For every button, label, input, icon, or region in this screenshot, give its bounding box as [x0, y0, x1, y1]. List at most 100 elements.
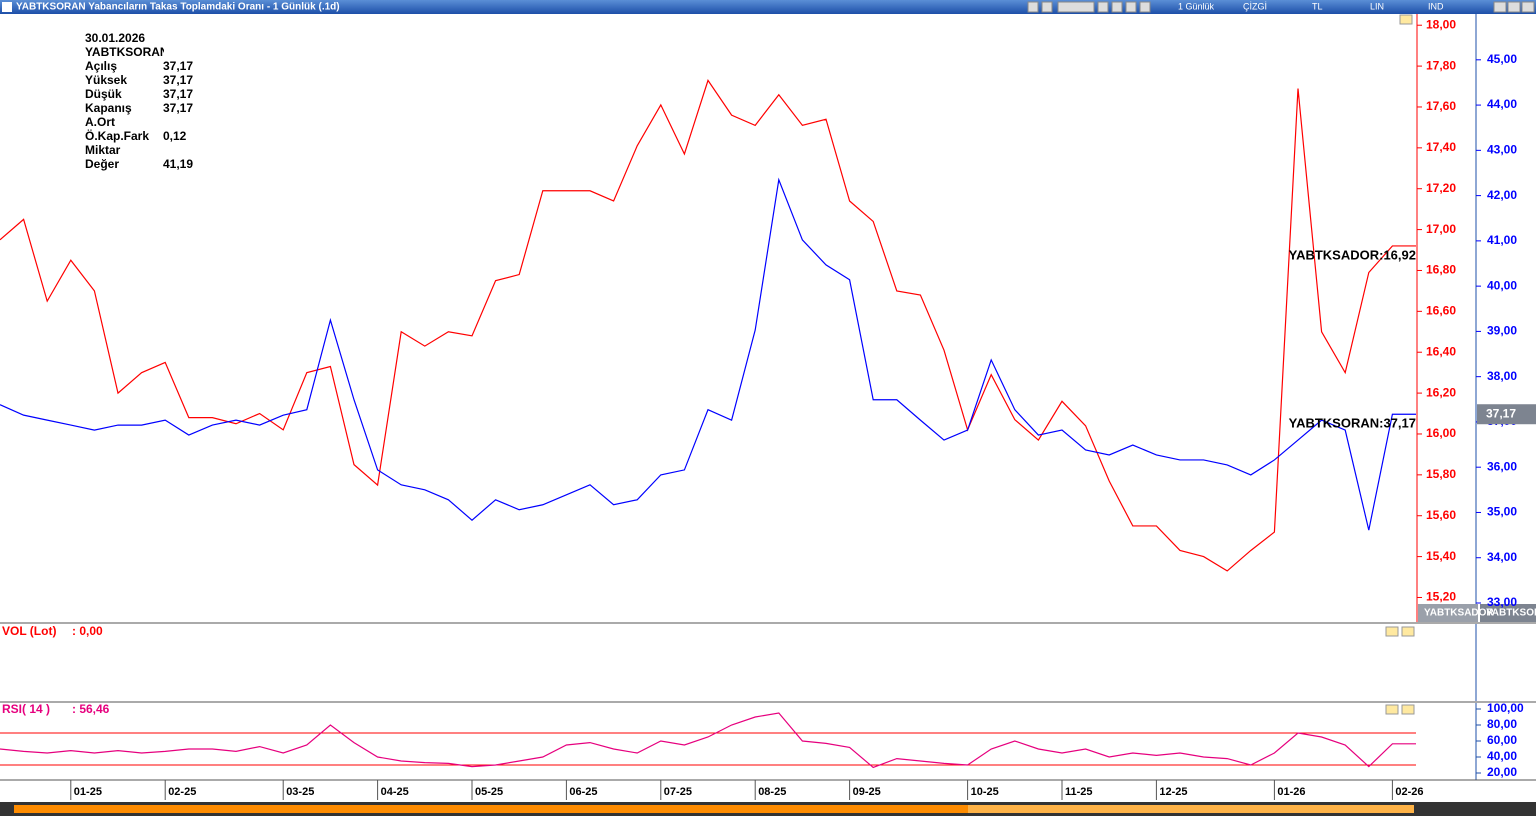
x-tick-label: 10-25: [971, 786, 999, 798]
last-value-label: 37,17: [1486, 406, 1516, 420]
y2-tick-label: 41,00: [1487, 233, 1517, 247]
rsi-tick-label: 100,00: [1487, 701, 1524, 715]
y-tick-label: 15,40: [1426, 549, 1456, 563]
y-tick-label: 16,20: [1426, 385, 1456, 399]
x-tick-label: 02-25: [168, 786, 196, 798]
panel-button[interactable]: [1401, 626, 1415, 637]
y-tick-label: 15,80: [1426, 467, 1456, 481]
x-tick-label: 06-25: [569, 786, 597, 798]
series-line: [0, 712, 1416, 769]
y-tick-label: 17,80: [1426, 58, 1456, 72]
info-label: Kapanış: [85, 101, 132, 115]
info-value: 37,17: [163, 101, 193, 115]
series-annotation: YABTKSADOR:16,92: [1289, 247, 1416, 262]
x-tick-label: 04-25: [381, 786, 409, 798]
y-tick-label: 15,20: [1426, 590, 1456, 604]
info-label: Düşük: [85, 87, 122, 101]
y2-tick-label: 38,00: [1487, 369, 1517, 383]
rsi-tick-label: 20,00: [1487, 765, 1517, 779]
info-date: 30.01.2026: [85, 31, 145, 45]
x-tick-label: 12-25: [1159, 786, 1187, 798]
scrollbar-track[interactable]: [14, 805, 1414, 813]
info-label: Yüksek: [85, 73, 127, 87]
y-tick-label: 17,20: [1426, 181, 1456, 195]
info-value: 37,17: [163, 87, 193, 101]
y2-tick-label: 42,00: [1487, 188, 1517, 202]
rsi-tick-label: 80,00: [1487, 717, 1517, 731]
info-value: 37,17: [163, 73, 193, 87]
x-tick-label: 01-25: [74, 786, 102, 798]
tool-icon[interactable]: [1125, 1, 1137, 13]
y2-tick-label: 45,00: [1487, 52, 1517, 66]
info-box: 30.01.2026 YABTKSORAN: [85, 31, 169, 59]
info-value: 37,17: [163, 59, 193, 73]
maximize[interactable]: [1507, 1, 1521, 13]
tool-icon[interactable]: [1041, 1, 1053, 13]
y2-tick-label: 39,00: [1487, 324, 1517, 338]
info-value: 41,19: [163, 157, 193, 171]
panel-button[interactable]: [1401, 704, 1415, 715]
y-tick-label: 17,60: [1426, 99, 1456, 113]
y-tick-label: 15,60: [1426, 508, 1456, 522]
scrollbar-thumb[interactable]: [968, 805, 1414, 813]
y2-tick-label: 33,00: [1487, 595, 1517, 609]
last-value-tag: [1477, 404, 1536, 425]
rsi-label: RSI( 14 ): [2, 702, 50, 716]
close[interactable]: [1521, 1, 1535, 13]
panel-button[interactable]: [1399, 14, 1413, 25]
toolbar-item[interactable]: TL: [1312, 1, 1323, 11]
toolbar-item[interactable]: LIN: [1370, 1, 1384, 11]
info-label: A.Ort: [85, 115, 115, 129]
rsi-value: : 56,46: [72, 702, 110, 716]
series-line: [0, 79, 1416, 572]
panel-button[interactable]: [1385, 626, 1399, 637]
info-symbol: YABTKSORAN: [85, 45, 169, 59]
toolbar-item[interactable]: ÇİZGİ: [1243, 1, 1267, 11]
panel-button[interactable]: [1385, 704, 1399, 715]
info-value: 0,12: [163, 129, 187, 143]
y-tick-label: 16,40: [1426, 344, 1456, 358]
y2-tick-label: 35,00: [1487, 505, 1517, 519]
tab-label[interactable]: YABTKSADOR: [1424, 608, 1494, 619]
x-tick-label: 05-25: [475, 786, 503, 798]
y2-tick-label: 44,00: [1487, 97, 1517, 111]
tab[interactable]: [1480, 604, 1536, 622]
y-tick-label: 16,60: [1426, 304, 1456, 318]
toolbar-icons: [1027, 1, 1535, 13]
tool-icon[interactable]: [1027, 1, 1039, 13]
y-tick-label: 16,00: [1426, 426, 1456, 440]
tool-icon[interactable]: [1097, 1, 1109, 13]
info-label: Değer: [85, 157, 119, 171]
tool-icon[interactable]: [1111, 1, 1123, 13]
x-tick-label: 08-25: [758, 786, 786, 798]
toolbar-item[interactable]: IND: [1428, 1, 1444, 11]
rsi-tick-label: 60,00: [1487, 733, 1517, 747]
info-rows: Açılış 37,17 Yüksek 37,17 Düşük 37,17 Kapanış 3…: [85, 59, 193, 171]
x-tick-label: 07-25: [664, 786, 692, 798]
series-line: [0, 177, 1416, 531]
x-tick-label: 11-25: [1065, 786, 1093, 798]
y2-tick-label: 40,00: [1487, 278, 1517, 292]
tab[interactable]: [1418, 604, 1478, 622]
info-label: Ö.Kap.Fark: [85, 128, 149, 143]
title-bar: [0, 0, 1536, 14]
tab-label[interactable]: YABTKSORAN: [1486, 608, 1536, 619]
toolbar-item[interactable]: 1 Günlük: [1178, 1, 1215, 11]
tool-icon[interactable]: [1057, 1, 1095, 13]
y-tick-label: 16,80: [1426, 263, 1456, 277]
x-tick-label: 03-25: [286, 786, 314, 798]
x-tick-label: 01-26: [1277, 786, 1305, 798]
volume-value: : 0,00: [72, 624, 103, 638]
x-tick-label: 09-25: [853, 786, 881, 798]
window-icon[interactable]: [2, 2, 12, 12]
rsi-tick-label: 40,00: [1487, 749, 1517, 763]
series-annotation: YABTKSORAN:37,17: [1289, 416, 1416, 431]
volume-label: VOL (Lot): [2, 624, 56, 638]
minimize[interactable]: [1493, 1, 1507, 13]
tool-icon[interactable]: [1139, 1, 1151, 13]
x-tick-label: 02-26: [1395, 786, 1423, 798]
info-label: Açılış: [85, 59, 117, 73]
y-tick-label: 18,00: [1426, 17, 1456, 31]
